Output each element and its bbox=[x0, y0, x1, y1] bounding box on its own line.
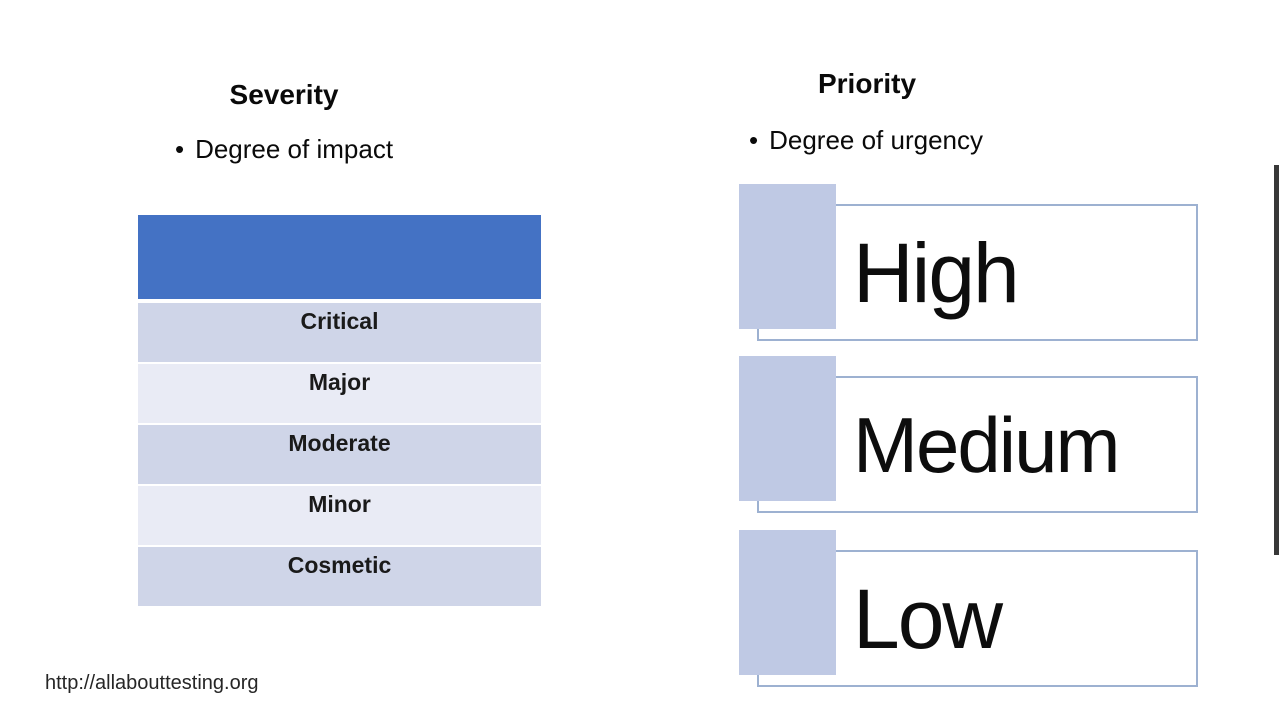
severity-table-header bbox=[138, 215, 541, 299]
severity-description: Degree of impact bbox=[195, 134, 394, 164]
severity-row-critical: Critical bbox=[138, 303, 541, 362]
severity-row-moderate: Moderate bbox=[138, 425, 541, 484]
bullet-icon: • bbox=[748, 125, 759, 155]
severity-bullet-line: • Degree of impact bbox=[175, 134, 393, 165]
severity-table: Critical Major Moderate Minor Cosmetic bbox=[138, 215, 541, 608]
screen-edge-artifact bbox=[1274, 165, 1279, 555]
priority-accent-rect-high bbox=[739, 184, 836, 329]
bullet-icon: • bbox=[174, 134, 185, 164]
footer-url: http://allabouttesting.org bbox=[45, 672, 259, 694]
priority-bullet-line: • Degree of urgency bbox=[749, 125, 983, 156]
priority-item-medium: Medium bbox=[739, 356, 1198, 513]
priority-title: Priority bbox=[817, 68, 917, 99]
priority-item-low: Low bbox=[739, 530, 1198, 687]
severity-row-cosmetic: Cosmetic bbox=[138, 547, 541, 606]
priority-item-high: High bbox=[739, 184, 1198, 341]
priority-label-high: High bbox=[853, 225, 1020, 320]
priority-accent-rect-low bbox=[739, 530, 836, 675]
priority-description: Degree of urgency bbox=[769, 125, 984, 155]
severity-row-minor: Minor bbox=[138, 486, 541, 545]
priority-accent-rect-medium bbox=[739, 356, 836, 501]
severity-title: Severity bbox=[229, 79, 339, 110]
severity-row-major: Major bbox=[138, 364, 541, 423]
priority-box-medium: Medium bbox=[757, 376, 1198, 513]
priority-label-low: Low bbox=[853, 571, 1003, 666]
priority-label-medium: Medium bbox=[853, 400, 1120, 489]
